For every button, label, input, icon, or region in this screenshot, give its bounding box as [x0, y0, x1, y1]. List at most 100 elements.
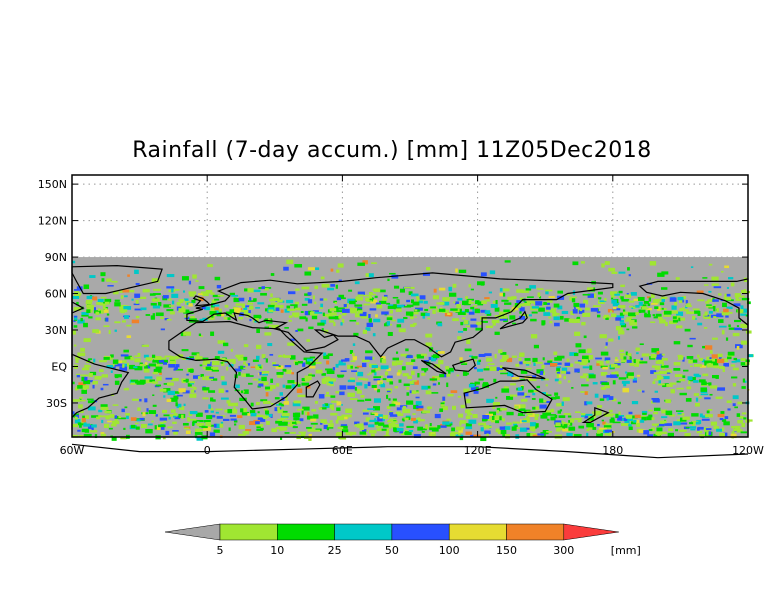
rain-cell [633, 306, 637, 309]
rain-cell [308, 436, 312, 441]
rain-cell [369, 372, 373, 375]
rain-cell [620, 355, 624, 360]
rain-cell [692, 315, 696, 320]
rain-cell [516, 289, 525, 293]
rain-cell [131, 319, 140, 324]
rain-cell [279, 426, 288, 431]
rain-cell [702, 345, 707, 349]
rain-cell [465, 431, 472, 435]
rain-cell [81, 417, 86, 423]
rain-cell [240, 390, 244, 394]
rain-cell [143, 354, 149, 358]
rain-cell [546, 300, 553, 303]
rain-cell [120, 436, 127, 440]
rain-cell [543, 312, 551, 316]
rain-cell [365, 398, 372, 401]
rain-cell [277, 299, 283, 303]
rain-cell [554, 362, 562, 365]
rain-cell [580, 413, 586, 416]
rain-cell [256, 355, 260, 360]
rain-cell [582, 293, 591, 296]
rain-cell [229, 309, 235, 314]
rain-cell [704, 360, 713, 363]
rain-cell [211, 366, 219, 369]
rain-cell [460, 420, 467, 424]
rain-cell [185, 378, 189, 383]
rain-cell [562, 428, 571, 432]
rain-cell [382, 378, 387, 381]
rain-cell [693, 310, 700, 314]
rain-cell [297, 394, 306, 398]
rain-cell [250, 402, 254, 407]
rain-cell [327, 353, 333, 357]
rain-cell [515, 303, 524, 307]
rain-cell [611, 299, 617, 304]
rain-cell [549, 308, 556, 313]
lat-label: 120N [38, 215, 67, 228]
rain-cell [548, 316, 552, 319]
rain-cell [681, 307, 685, 310]
rain-cell [547, 302, 550, 305]
rain-cell [328, 316, 336, 320]
rain-cell [255, 367, 261, 371]
rain-cell [539, 296, 542, 299]
rain-cell [354, 386, 357, 391]
rain-cell [379, 289, 386, 293]
rain-cell [129, 364, 135, 370]
rain-cell [293, 417, 300, 421]
rain-cell [669, 297, 677, 302]
rain-cell [77, 385, 83, 389]
rain-cell [370, 293, 377, 296]
rain-cell [211, 369, 220, 372]
rain-cell [275, 420, 281, 424]
rain-cell [458, 269, 467, 274]
rain-cell [340, 370, 347, 372]
rain-cell [295, 329, 298, 332]
rain-cell [213, 423, 217, 428]
rain-cell [371, 369, 376, 373]
rain-cell [180, 306, 185, 310]
rain-cell [233, 361, 236, 364]
rain-cell [397, 413, 404, 416]
rain-cell [484, 353, 492, 356]
rain-cell [618, 377, 627, 380]
lat-label: 60N [45, 288, 67, 301]
rain-cell [181, 406, 185, 411]
rain-cell [444, 302, 448, 306]
rain-cell [468, 299, 472, 305]
rain-cell [638, 429, 646, 433]
rain-cell [705, 428, 712, 431]
rain-cell [512, 421, 520, 424]
colorbar-tick-label: 50 [385, 544, 399, 557]
rain-cell [256, 428, 263, 431]
rain-cell [336, 310, 345, 313]
rain-cell [416, 407, 424, 411]
rain-cell [335, 363, 339, 368]
rain-cell [696, 290, 704, 294]
rain-cell [118, 417, 126, 420]
rain-cell [393, 402, 401, 406]
rain-cell [578, 349, 586, 354]
rain-cell [641, 353, 650, 357]
rain-cell [195, 412, 203, 417]
rain-cell [238, 297, 245, 302]
rain-cell [716, 358, 725, 364]
rain-cell [220, 425, 224, 428]
rain-cell [509, 394, 518, 397]
rain-cell [665, 410, 673, 416]
rain-cell [650, 370, 657, 374]
rain-cell [335, 391, 342, 394]
rain-cell [478, 378, 484, 381]
rain-cell [193, 375, 200, 379]
rain-cell [178, 388, 186, 393]
rain-cell [383, 323, 389, 327]
colorbar-segment [219, 523, 278, 541]
rain-cell [742, 308, 748, 313]
rain-cell [439, 374, 445, 378]
rain-cell [279, 354, 282, 358]
rain-cell [357, 262, 365, 266]
rain-cell [573, 302, 580, 307]
rain-cell [577, 307, 581, 312]
rain-cell [363, 303, 371, 306]
rain-cell [699, 434, 705, 437]
